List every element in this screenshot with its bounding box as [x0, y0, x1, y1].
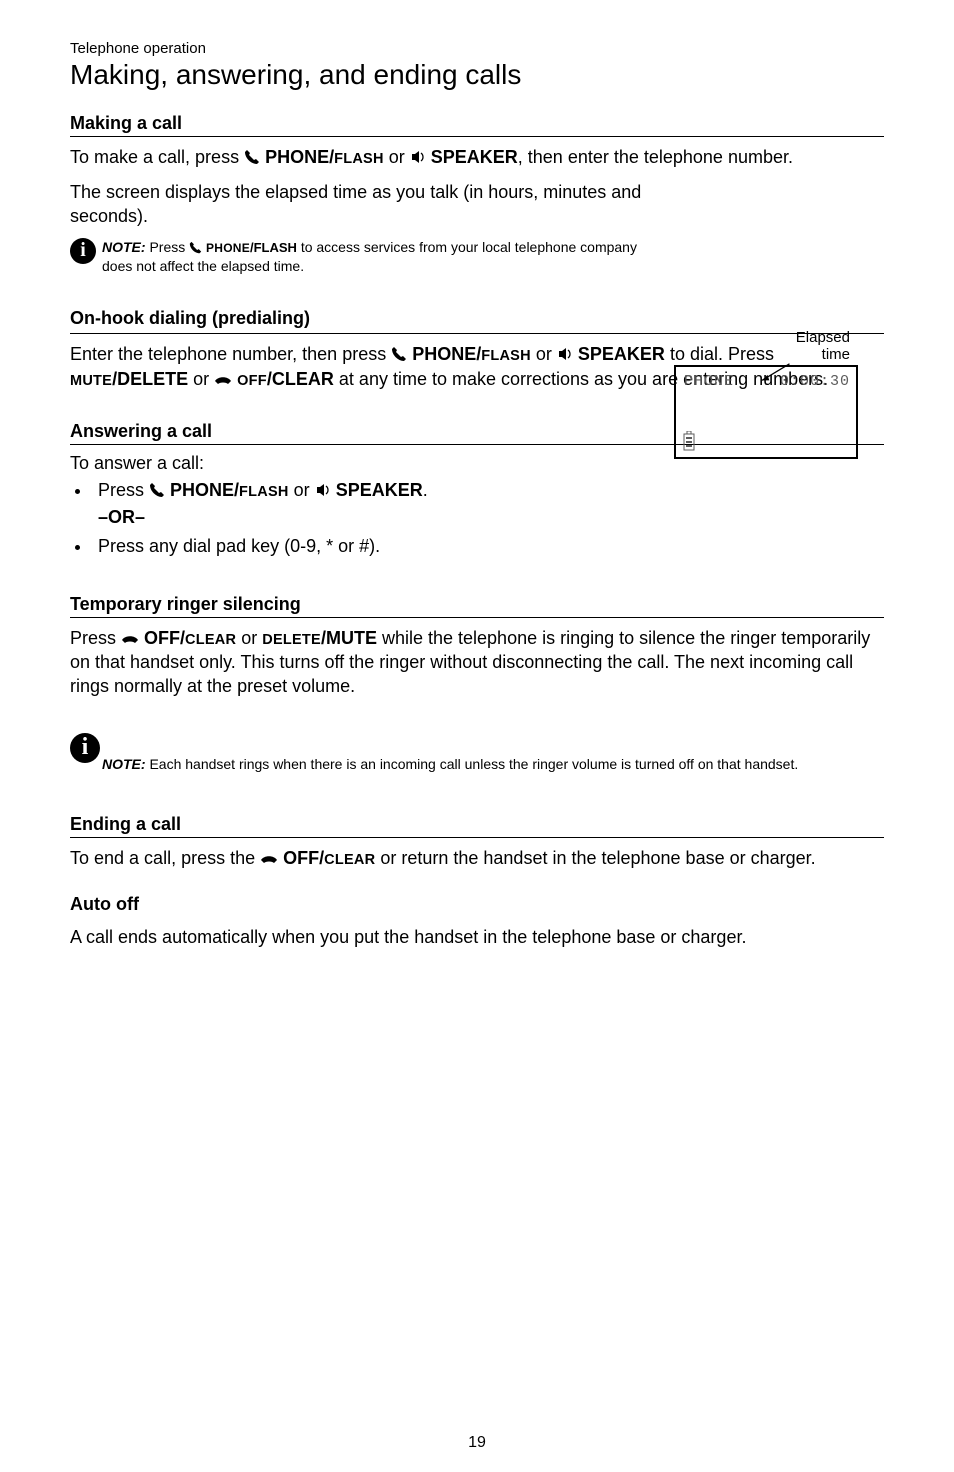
text-fragment: FLASH — [481, 348, 531, 364]
battery-icon — [683, 431, 695, 451]
list-item: Press any dial pad key (0-9, * or #). — [92, 534, 884, 559]
text-fragment: FLASH — [334, 151, 384, 167]
heading-predial: On-hook dialing (predialing) — [70, 308, 884, 331]
text-fragment: MUTE — [70, 373, 112, 389]
text-fragment: DELETE — [262, 632, 321, 648]
handset-icon — [391, 346, 407, 362]
heading-making-call: Making a call — [70, 113, 884, 137]
text-fragment: PHONE — [206, 241, 250, 255]
heading-auto-off: Auto off — [70, 894, 884, 917]
note-making-call: NOTE: Press PHONE/FLASH to access servic… — [102, 238, 660, 276]
text-fragment: or — [241, 628, 262, 648]
text-fragment: Press — [70, 628, 121, 648]
text-fragment: /MUTE — [321, 628, 377, 648]
text-fragment: OFF — [237, 373, 267, 389]
making-call-para-2: The screen displays the elapsed time as … — [70, 180, 660, 229]
section-label: Telephone operation — [70, 40, 884, 57]
info-icon: i — [70, 238, 96, 264]
text-fragment: CLEAR — [185, 632, 236, 648]
auto-off-para: A call ends automatically when you put t… — [70, 925, 884, 949]
text-fragment: PHONE/ — [412, 344, 481, 364]
text-fragment: Press — [98, 480, 149, 500]
text-fragment: Enter the telephone number, then press — [70, 344, 391, 364]
text-fragment: NOTE: — [102, 756, 146, 772]
lcd-box: PHONE 0:00:30 — [674, 365, 858, 459]
lcd-timer-text: 0:00:30 — [780, 373, 850, 390]
heading-silence: Temporary ringer silencing — [70, 594, 884, 618]
speaker-icon — [557, 346, 573, 362]
making-call-para-1: To make a call, press PHONE/FLASH or SPE… — [70, 145, 884, 170]
text-fragment: PHONE/ — [265, 147, 334, 167]
list-item: Press PHONE/FLASH or SPEAKER. –OR– — [92, 478, 884, 530]
text-fragment: or — [294, 480, 315, 500]
text-fragment: or — [389, 147, 410, 167]
text-fragment: NOTE: — [102, 239, 146, 255]
answer-list: Press PHONE/FLASH or SPEAKER. –OR– Press… — [70, 478, 884, 560]
text-fragment: Press — [149, 239, 189, 255]
text-fragment: OFF/ — [283, 848, 324, 868]
text-fragment: FLASH — [239, 484, 289, 500]
text-fragment: or return the handset in the telephone b… — [380, 848, 815, 868]
text-fragment: , then enter the telephone number. — [518, 147, 793, 167]
text-fragment: Each handset rings when there is an inco… — [149, 756, 798, 772]
hangup-icon — [121, 632, 139, 646]
text-fragment: /FLASH — [250, 240, 297, 255]
text-fragment: To end a call, press the — [70, 848, 260, 868]
text-fragment: or — [536, 344, 557, 364]
text-fragment: SPEAKER — [431, 147, 518, 167]
text-fragment: –OR– — [98, 505, 884, 530]
text-fragment: OFF/ — [144, 628, 185, 648]
lcd-phone-text: PHONE — [684, 373, 734, 390]
text-fragment: . — [423, 480, 428, 500]
text-fragment: /CLEAR — [267, 369, 334, 389]
page-title: Making, answering, and ending calls — [70, 59, 884, 91]
note-silence: NOTE: Each handset rings when there is a… — [102, 755, 822, 774]
speaker-icon — [315, 482, 331, 498]
page-number: 19 — [0, 1434, 954, 1452]
info-icon: i — [70, 733, 100, 763]
heading-ending: Ending a call — [70, 814, 884, 838]
silence-para: Press OFF/CLEAR or DELETE/MUTE while the… — [70, 626, 884, 699]
text-fragment: SPEAKER — [336, 480, 423, 500]
handset-icon — [244, 149, 260, 165]
hangup-icon — [260, 852, 278, 866]
hangup-icon — [214, 373, 232, 387]
text-fragment: PHONE/ — [170, 480, 239, 500]
text-fragment: or — [193, 369, 214, 389]
handset-icon — [189, 241, 202, 254]
speaker-icon — [410, 149, 426, 165]
text-fragment: CLEAR — [324, 852, 375, 868]
text-fragment: To make a call, press — [70, 147, 244, 167]
ending-para: To end a call, press the OFF/CLEAR or re… — [70, 846, 884, 871]
lcd-illustration: Elapsed time PHONE 0:00:30 — [634, 330, 854, 459]
text-fragment: /DELETE — [112, 369, 188, 389]
handset-icon — [149, 482, 165, 498]
elapsed-label: Elapsed time — [634, 330, 854, 363]
